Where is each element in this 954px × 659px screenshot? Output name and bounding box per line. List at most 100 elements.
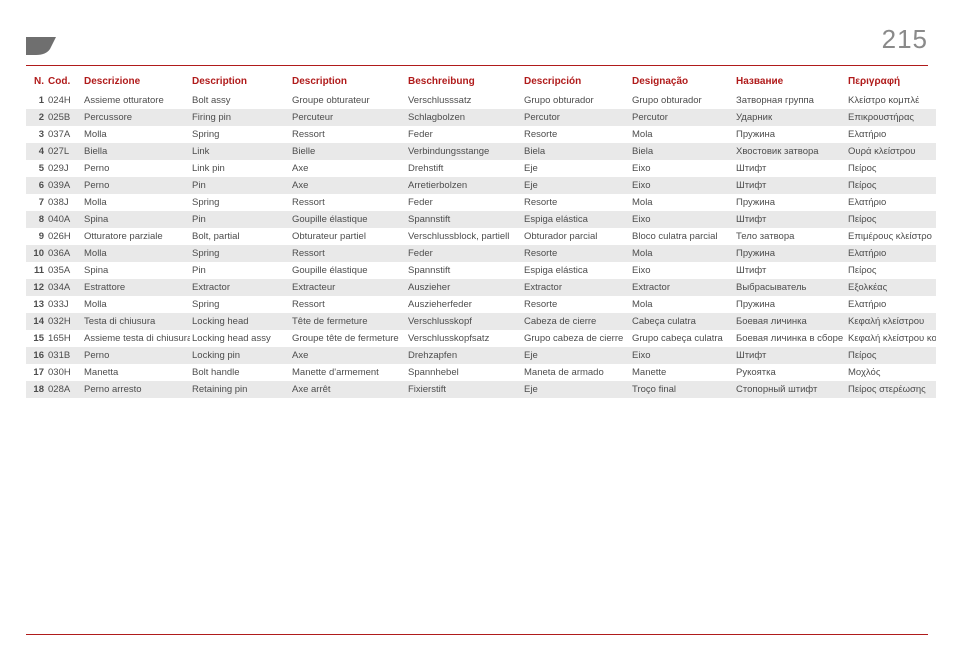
cell: Biela	[630, 143, 734, 160]
cell: Verschlusskopfsatz	[406, 330, 522, 347]
cell: Axe	[290, 160, 406, 177]
cell: Goupille élastique	[290, 262, 406, 279]
cell: Resorte	[522, 296, 630, 313]
table-header-row: N.Cod.DescrizioneDescriptionDescriptionB…	[26, 72, 936, 92]
col-header: Descrizione	[82, 72, 190, 92]
table-row: 8040ASpinaPinGoupille élastiqueSpannstif…	[26, 211, 936, 228]
cell-cod: 032H	[46, 313, 82, 330]
cell-n: 8	[26, 211, 46, 228]
cell: Mola	[630, 194, 734, 211]
cell: Percussore	[82, 109, 190, 126]
cell: Пружина	[734, 126, 846, 143]
cell: Manetta	[82, 364, 190, 381]
cell: Ressort	[290, 126, 406, 143]
cell: Eixo	[630, 160, 734, 177]
cell: Auszieherfeder	[406, 296, 522, 313]
cell: Eixo	[630, 177, 734, 194]
cell: Ελατήριο	[846, 126, 936, 143]
cell: Retaining pin	[190, 381, 290, 398]
cell-cod: 027L	[46, 143, 82, 160]
cell: Molla	[82, 194, 190, 211]
cell: Штифт	[734, 160, 846, 177]
cell: Percutor	[522, 109, 630, 126]
cell: Πείρος	[846, 347, 936, 364]
cell-n: 9	[26, 228, 46, 245]
cell: Auszieher	[406, 279, 522, 296]
cell: Link	[190, 143, 290, 160]
cell: Goupille élastique	[290, 211, 406, 228]
cell-cod: 165H	[46, 330, 82, 347]
cell: Ударник	[734, 109, 846, 126]
cell: Axe	[290, 347, 406, 364]
cell-n: 7	[26, 194, 46, 211]
cell: Manette d'armement	[290, 364, 406, 381]
table-row: 7038JMollaSpringRessortFederResorteMolaП…	[26, 194, 936, 211]
cell-cod: 039A	[46, 177, 82, 194]
cell: Percuteur	[290, 109, 406, 126]
cell-cod: 037A	[46, 126, 82, 143]
cell: Spina	[82, 262, 190, 279]
cell: Πείρος	[846, 211, 936, 228]
col-header: Descripción	[522, 72, 630, 92]
cell-n: 18	[26, 381, 46, 398]
cell: Percutor	[630, 109, 734, 126]
cell: Mola	[630, 245, 734, 262]
footer-divider	[26, 634, 928, 635]
cell: Grupo cabeza de cierre	[522, 330, 630, 347]
col-header: N.	[26, 72, 46, 92]
cell: Штифт	[734, 347, 846, 364]
cell: Eje	[522, 347, 630, 364]
cell: Ουρά κλείστρου	[846, 143, 936, 160]
cell-n: 6	[26, 177, 46, 194]
col-header: Название	[734, 72, 846, 92]
cell: Perno	[82, 160, 190, 177]
cell: Ελατήριο	[846, 194, 936, 211]
table-row: 13033JMollaSpringRessortAuszieherfederRe…	[26, 296, 936, 313]
cell: Bolt, partial	[190, 228, 290, 245]
cell: Biella	[82, 143, 190, 160]
cell: Mola	[630, 126, 734, 143]
table-row: 6039APernoPinAxeArretierbolzenEjeEixoШти…	[26, 177, 936, 194]
cell-n: 3	[26, 126, 46, 143]
cell: Spannhebel	[406, 364, 522, 381]
cell-n: 17	[26, 364, 46, 381]
cell: Выбрасыватель	[734, 279, 846, 296]
cell: Затворная группа	[734, 92, 846, 109]
cell: Штифт	[734, 211, 846, 228]
top-bar: 215	[26, 24, 928, 55]
cell: Eje	[522, 381, 630, 398]
cell: Otturatore parziale	[82, 228, 190, 245]
table-row: 15165HAssieme testa di chiusuraLocking h…	[26, 330, 936, 347]
cell: Drehzapfen	[406, 347, 522, 364]
cell: Επικρουστήρας	[846, 109, 936, 126]
cell-n: 5	[26, 160, 46, 177]
header-divider	[26, 65, 928, 66]
cell: Ressort	[290, 245, 406, 262]
table-row: 10036AMollaSpringRessortFederResorteMola…	[26, 245, 936, 262]
cell: Assieme testa di chiusura	[82, 330, 190, 347]
cell-cod: 024H	[46, 92, 82, 109]
cell-cod: 040A	[46, 211, 82, 228]
cell: Spring	[190, 126, 290, 143]
cell: Πείρος στερέωσης	[846, 381, 936, 398]
cell: Пружина	[734, 296, 846, 313]
cell: Κεφαλή κλείστρου	[846, 313, 936, 330]
cell: Troço final	[630, 381, 734, 398]
cell: Grupo obturador	[630, 92, 734, 109]
cell: Πείρος	[846, 262, 936, 279]
cell-cod: 038J	[46, 194, 82, 211]
cell: Grupo obturador	[522, 92, 630, 109]
col-header: Cod.	[46, 72, 82, 92]
cell-cod: 029J	[46, 160, 82, 177]
cell: Resorte	[522, 194, 630, 211]
cell: Spring	[190, 245, 290, 262]
cell: Ελατήριο	[846, 245, 936, 262]
table-row: 18028APerno arrestoRetaining pinAxe arrê…	[26, 381, 936, 398]
cell: Extracteur	[290, 279, 406, 296]
cell: Eje	[522, 177, 630, 194]
cell: Pin	[190, 262, 290, 279]
cell: Locking head assy	[190, 330, 290, 347]
table-row: 9026HOtturatore parzialeBolt, partialObt…	[26, 228, 936, 245]
cell: Mola	[630, 296, 734, 313]
cell: Feder	[406, 245, 522, 262]
